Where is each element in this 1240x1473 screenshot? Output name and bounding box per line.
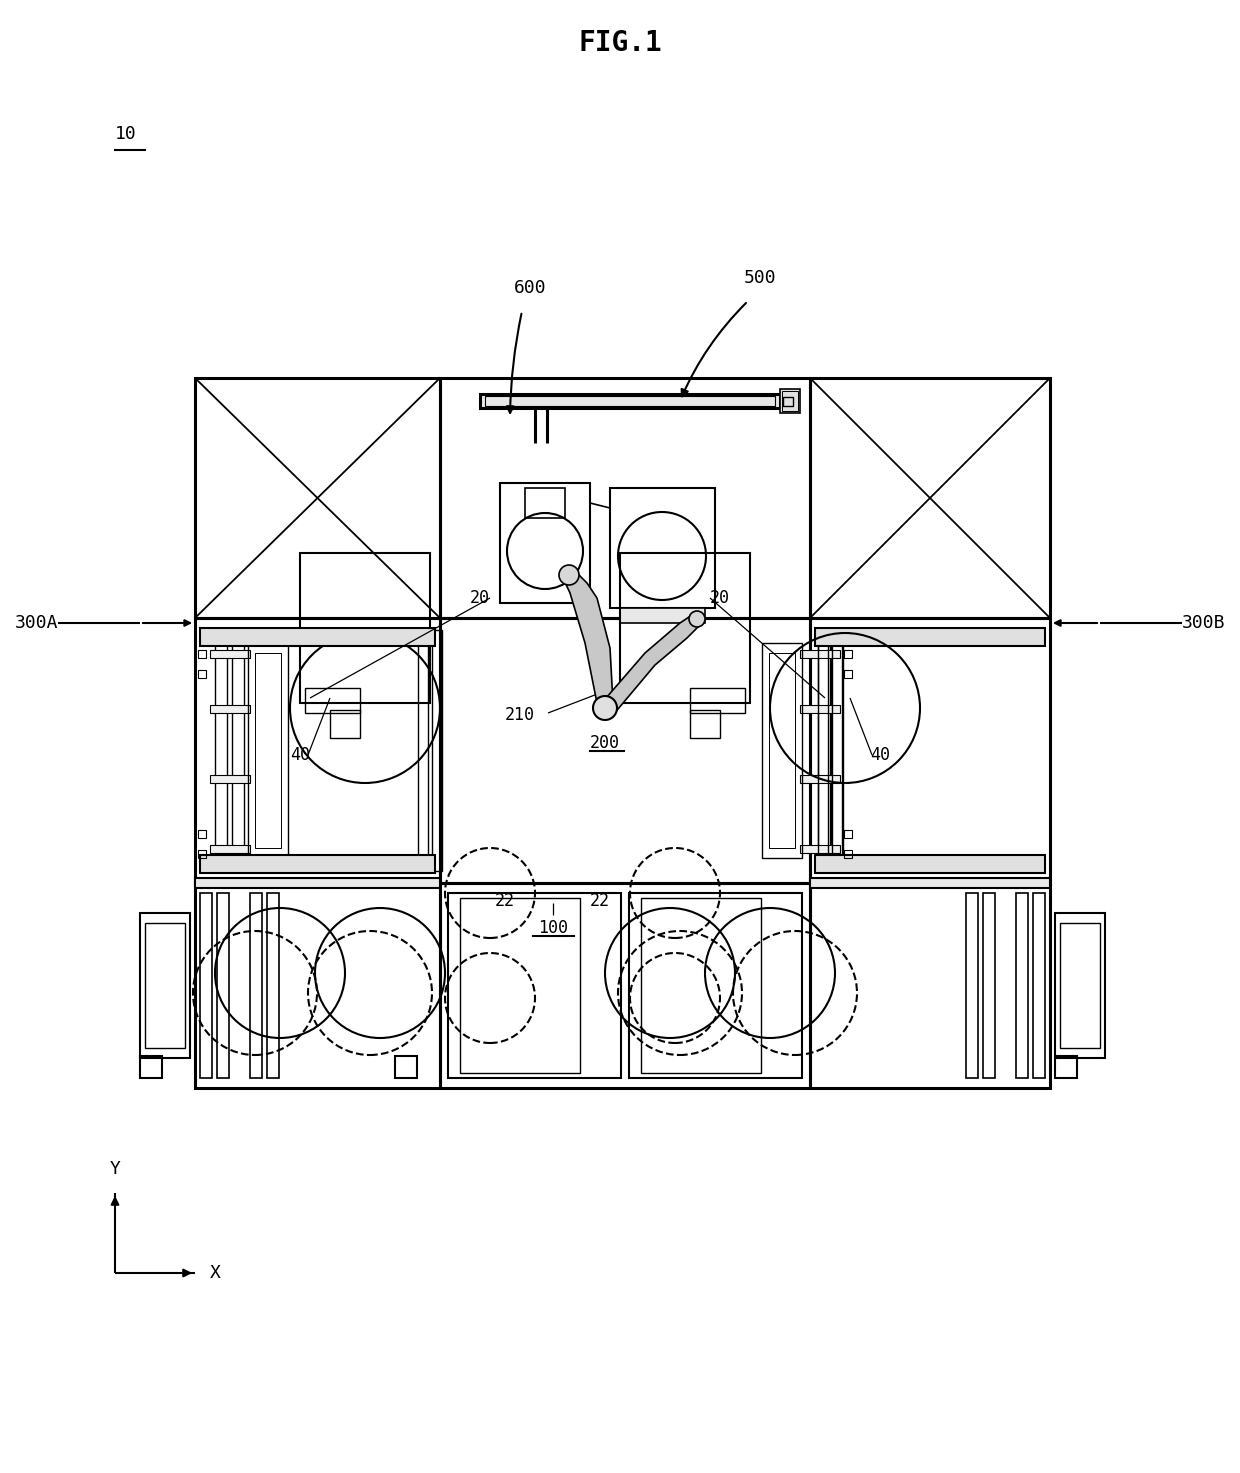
Bar <box>480 393 780 408</box>
Text: 300A: 300A <box>15 614 58 632</box>
Circle shape <box>559 566 579 585</box>
Bar <box>800 650 839 658</box>
Bar <box>500 483 590 602</box>
Bar <box>485 396 775 407</box>
Bar <box>440 619 810 882</box>
Bar <box>610 488 715 608</box>
Text: X: X <box>210 1264 221 1282</box>
Bar <box>232 630 244 871</box>
Bar <box>1060 924 1100 1047</box>
Text: Y: Y <box>109 1161 120 1178</box>
Bar <box>525 488 565 518</box>
Bar <box>1055 913 1105 1058</box>
Bar <box>250 893 262 1078</box>
Bar <box>983 893 994 1078</box>
Text: 200: 200 <box>590 734 620 753</box>
Bar <box>330 710 360 738</box>
Text: 20: 20 <box>711 589 730 607</box>
Bar <box>763 644 802 857</box>
Bar <box>210 775 250 784</box>
Bar <box>440 379 810 619</box>
Bar <box>248 644 288 857</box>
Bar <box>300 552 430 703</box>
Polygon shape <box>600 613 701 714</box>
Bar <box>1016 893 1028 1078</box>
Bar <box>780 389 800 412</box>
Bar <box>1033 893 1045 1078</box>
Text: 210: 210 <box>505 706 534 725</box>
Bar <box>198 650 206 658</box>
Text: 10: 10 <box>115 125 136 143</box>
Bar <box>195 878 440 888</box>
Bar <box>460 899 580 1072</box>
Circle shape <box>593 697 618 720</box>
Bar <box>810 379 1050 619</box>
Bar <box>1055 1056 1078 1078</box>
Text: 40: 40 <box>290 745 310 764</box>
Bar <box>195 882 440 1089</box>
Circle shape <box>689 611 706 627</box>
Bar <box>800 775 839 784</box>
Bar <box>210 706 250 713</box>
Bar <box>448 893 621 1078</box>
Bar <box>818 630 830 871</box>
Bar <box>396 1056 417 1078</box>
Bar <box>800 846 839 853</box>
Bar <box>966 893 978 1078</box>
Bar <box>844 670 852 678</box>
Bar <box>810 882 1050 1089</box>
Bar <box>198 670 206 678</box>
Bar <box>810 619 1050 882</box>
Bar <box>195 379 440 619</box>
Bar <box>198 829 206 838</box>
Bar <box>815 627 1045 647</box>
Bar <box>782 398 794 407</box>
Text: 600: 600 <box>513 278 547 298</box>
Bar <box>195 619 440 882</box>
Bar <box>198 850 206 857</box>
Bar <box>831 630 843 871</box>
Bar <box>832 630 842 871</box>
Text: FIG.1: FIG.1 <box>578 29 662 57</box>
Bar <box>689 710 720 738</box>
Text: 500: 500 <box>744 270 776 287</box>
Bar <box>217 893 229 1078</box>
Bar <box>810 878 1050 888</box>
Text: 20: 20 <box>470 589 490 607</box>
Bar <box>140 913 190 1058</box>
Bar <box>200 893 212 1078</box>
Bar <box>255 653 281 848</box>
Bar <box>210 650 250 658</box>
Bar <box>689 688 745 713</box>
Text: 100: 100 <box>538 919 568 937</box>
Bar <box>620 552 750 703</box>
Bar <box>432 630 441 871</box>
Polygon shape <box>563 572 613 703</box>
Bar <box>800 706 839 713</box>
Bar <box>215 630 227 871</box>
Bar <box>620 608 706 623</box>
Bar <box>629 893 802 1078</box>
Bar <box>844 829 852 838</box>
Bar <box>267 893 279 1078</box>
Bar <box>210 846 250 853</box>
Bar <box>140 1056 162 1078</box>
Bar <box>641 899 761 1072</box>
Bar <box>815 854 1045 873</box>
Bar <box>145 924 185 1047</box>
Text: 300B: 300B <box>1182 614 1225 632</box>
Bar <box>440 882 810 1089</box>
Text: 22: 22 <box>590 893 610 910</box>
Bar <box>200 854 435 873</box>
Bar <box>818 630 828 871</box>
Text: 40: 40 <box>870 745 890 764</box>
Bar <box>769 653 795 848</box>
Text: 22: 22 <box>495 893 515 910</box>
Bar <box>844 650 852 658</box>
Bar <box>200 627 435 647</box>
Bar <box>844 850 852 857</box>
Bar <box>305 688 360 713</box>
Bar <box>418 630 428 871</box>
Bar <box>782 390 799 411</box>
